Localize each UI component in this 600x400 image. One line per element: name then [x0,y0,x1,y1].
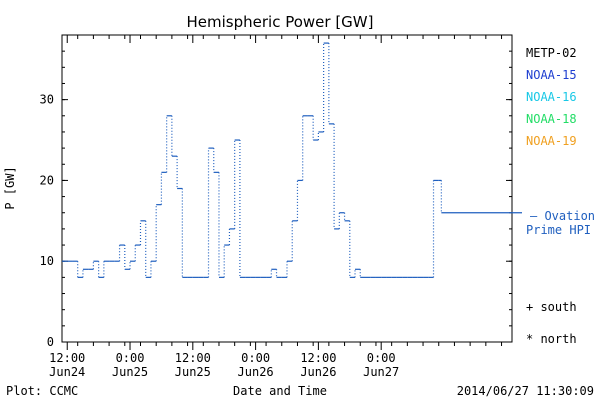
x-tick-time-label: 12:00 [300,351,336,365]
legend-ovation-label: — Ovation [530,209,595,223]
y-tick-label: 0 [47,335,54,349]
y-tick-label: 10 [40,254,54,268]
chart-title: Hemispheric Power [GW] [187,13,374,31]
x-tick-time-label: 12:00 [49,351,85,365]
legend: METP-02 NOAA-15 NOAA-16 NOAA-18 NOAA-19 … [526,46,595,346]
x-tick-date-label: Jun24 [49,365,85,379]
x-tick-time-label: 12:00 [175,351,211,365]
legend-north-marker: * north [526,332,577,346]
plot-credit: Plot: CCMC [6,384,78,398]
x-axis-label: Date and Time [233,384,327,398]
y-tick-label: 20 [40,173,54,187]
legend-metp-02: METP-02 [526,46,577,60]
plot-frame [61,34,513,343]
x-tick-time-label: 0:00 [241,351,270,365]
x-axis: 12:00Jun240:00Jun2512:00Jun250:00Jun2612… [49,35,503,379]
x-tick-date-label: Jun25 [112,365,148,379]
legend-noaa-16: NOAA-16 [526,90,577,104]
x-tick-date-label: Jun26 [300,365,336,379]
y-axis-label: P [GW] [3,166,17,209]
legend-noaa-18: NOAA-18 [526,112,577,126]
series-layer [62,42,522,278]
legend-noaa-15: NOAA-15 [526,68,577,82]
legend-south-marker: + south [526,300,577,314]
x-tick-date-label: Jun26 [238,365,274,379]
x-tick-date-label: Jun27 [363,365,399,379]
x-tick-time-label: 0:00 [116,351,145,365]
y-tick-label: 30 [40,93,54,107]
y-axis: 0 10 20 30 [40,34,512,349]
x-tick-time-label: 0:00 [367,351,396,365]
x-tick-date-label: Jun25 [175,365,211,379]
legend-ovation-label-2: Prime HPI [526,223,591,237]
generated-timestamp: 2014/06/27 11:30:09 [457,384,594,398]
legend-noaa-19: NOAA-19 [526,134,577,148]
